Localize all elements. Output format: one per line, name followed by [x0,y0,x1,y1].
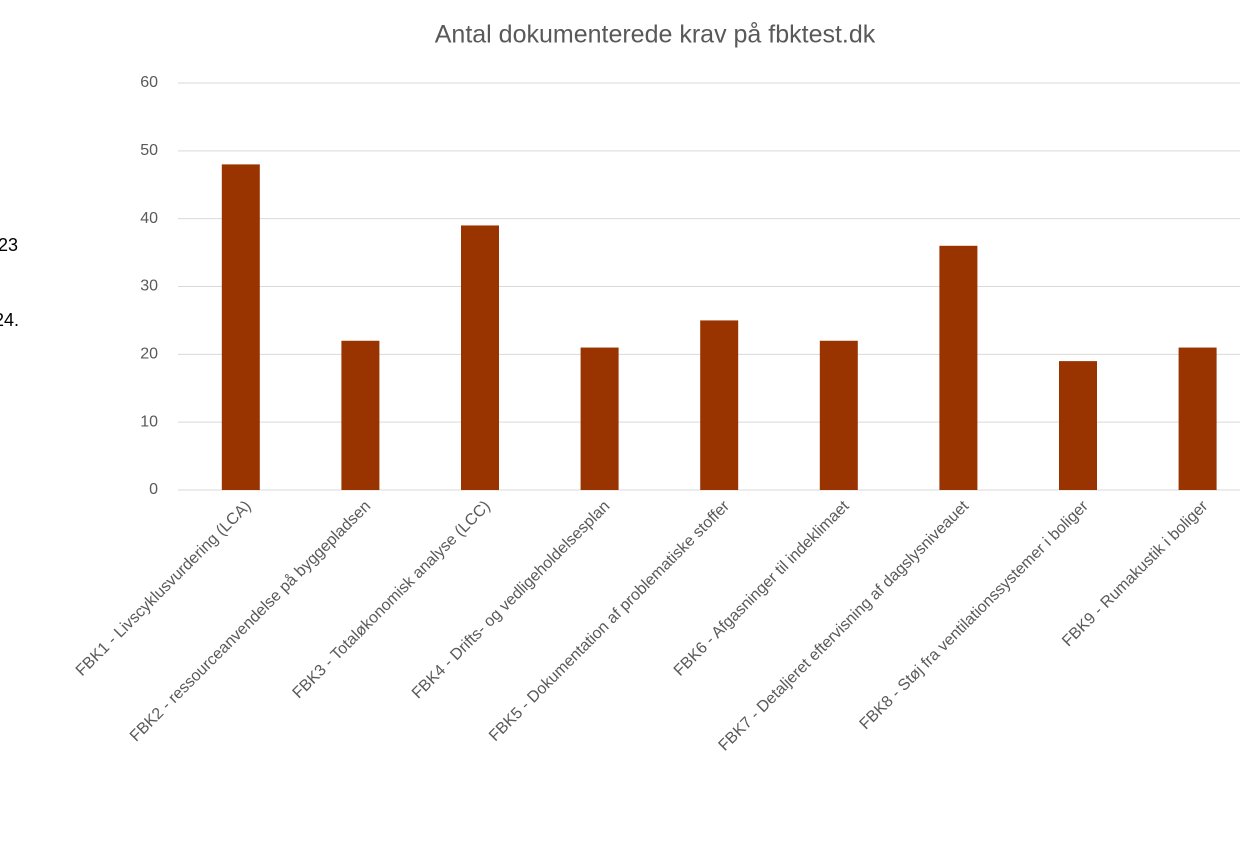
y-tick-label: 10 [140,413,158,430]
y-tick-label: 60 [140,74,158,91]
bar [461,225,499,490]
bar [1178,347,1217,490]
cropped-text: 23 [0,235,18,255]
bar [221,164,260,490]
cropped-text: 24. [0,310,19,330]
x-tick-label: FBK2 - ressourceanvendelse på byggeplads… [126,497,374,745]
y-tick-label: 50 [140,142,158,159]
bar [700,320,739,490]
bar [819,340,858,490]
bar [341,340,380,490]
y-tick-label: 30 [140,278,158,295]
x-tick-label: FBK3 - Totaløkonomisk analyse (LCC) [290,498,494,702]
bar [939,245,978,490]
y-tick-label: 40 [140,210,158,227]
y-tick-label: 20 [140,346,158,363]
x-tick-label: FBK8 - Støj fra ventilationssystemer i b… [857,497,1093,733]
x-tick-label: FBK7 - Detaljeret eftervisning af dagsly… [716,497,973,754]
x-tick-label: FBK9 - Rumakustik i boliger [1059,497,1212,650]
x-tick-label: FBK5 - Dokumentation af problematiske st… [486,497,733,744]
y-tick-label: 0 [149,481,158,498]
chart-title: Antal dokumenterede krav på fbktest.dk [435,21,876,49]
bar [1059,361,1097,490]
bar [580,347,619,490]
x-tick-label: FBK4 - Drifts- og vedligeholdelsesplan [409,498,613,702]
